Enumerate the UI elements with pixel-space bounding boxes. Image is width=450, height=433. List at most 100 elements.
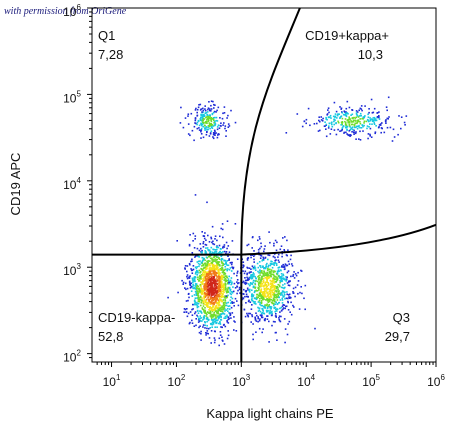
event-dot bbox=[197, 285, 200, 288]
event-dot bbox=[217, 246, 220, 249]
event-dot bbox=[285, 254, 288, 256]
event-dot bbox=[199, 119, 202, 122]
event-dot bbox=[242, 261, 245, 263]
event-dot bbox=[281, 299, 284, 301]
event-dot bbox=[264, 295, 266, 298]
event-dot bbox=[209, 296, 212, 299]
event-dot bbox=[266, 271, 269, 274]
event-dot bbox=[221, 264, 223, 267]
event-dot bbox=[205, 266, 208, 269]
event-dot bbox=[232, 266, 235, 269]
event-dot bbox=[259, 257, 262, 259]
event-dot bbox=[252, 279, 255, 282]
event-dot bbox=[209, 303, 212, 306]
event-dot bbox=[272, 299, 274, 302]
event-dot bbox=[221, 308, 223, 310]
event-dot bbox=[271, 287, 273, 289]
event-dot bbox=[271, 277, 274, 280]
event-dot bbox=[370, 136, 373, 138]
event-dot bbox=[267, 284, 270, 286]
event-dot bbox=[206, 265, 209, 268]
event-dot bbox=[247, 296, 249, 298]
event-dot bbox=[237, 304, 240, 307]
event-dot bbox=[370, 118, 373, 120]
event-dot bbox=[188, 281, 191, 284]
event-dot bbox=[221, 294, 223, 297]
event-dot bbox=[374, 132, 376, 135]
event-dot bbox=[244, 283, 247, 285]
event-dot bbox=[230, 109, 232, 112]
event-dot bbox=[242, 264, 245, 266]
event-dot bbox=[194, 109, 197, 111]
event-dot bbox=[350, 127, 352, 129]
event-dot bbox=[287, 260, 290, 263]
event-dot bbox=[203, 117, 205, 120]
event-dot bbox=[231, 282, 233, 285]
event-dot bbox=[190, 260, 192, 263]
event-dot bbox=[193, 279, 196, 282]
event-dot bbox=[363, 120, 366, 123]
event-dot bbox=[289, 280, 291, 282]
event-dot bbox=[252, 281, 254, 284]
event-dot bbox=[264, 256, 267, 259]
event-dot bbox=[196, 114, 199, 117]
event-dot bbox=[203, 279, 205, 281]
event-dot bbox=[228, 282, 230, 285]
event-dot bbox=[242, 293, 244, 295]
event-dot bbox=[275, 313, 277, 315]
event-dot bbox=[205, 280, 208, 282]
event-dot bbox=[218, 127, 221, 129]
event-dot bbox=[351, 120, 354, 123]
event-dot bbox=[200, 330, 202, 333]
event-dot bbox=[209, 133, 212, 135]
event-dot bbox=[360, 105, 363, 107]
event-dot bbox=[328, 116, 331, 118]
event-dot bbox=[213, 260, 216, 262]
event-dot bbox=[276, 310, 278, 312]
event-dot bbox=[195, 122, 197, 125]
event-dot bbox=[218, 273, 220, 276]
event-dot bbox=[262, 298, 264, 301]
event-dot bbox=[213, 341, 216, 344]
event-dot bbox=[199, 315, 202, 317]
event-dot bbox=[204, 300, 206, 303]
event-dot bbox=[250, 271, 252, 273]
event-dot bbox=[209, 252, 211, 254]
event-dot bbox=[314, 327, 316, 330]
event-dot bbox=[243, 282, 246, 284]
event-dot bbox=[257, 266, 260, 269]
x-tick-label: 105 bbox=[362, 373, 380, 389]
event-dot bbox=[268, 341, 270, 343]
event-dot bbox=[208, 269, 211, 271]
event-dot bbox=[225, 252, 227, 255]
event-dot bbox=[204, 105, 206, 107]
event-dot bbox=[270, 289, 272, 292]
event-dot bbox=[227, 288, 229, 290]
event-dot bbox=[359, 121, 361, 123]
event-dot bbox=[307, 107, 310, 110]
event-dot bbox=[212, 305, 214, 307]
event-dot bbox=[216, 283, 218, 285]
event-dot bbox=[208, 267, 211, 269]
event-dot bbox=[284, 283, 286, 285]
event-dot bbox=[369, 135, 371, 137]
y-tick-label: 103 bbox=[63, 262, 81, 278]
event-dot bbox=[358, 109, 360, 112]
event-dot bbox=[220, 285, 223, 288]
event-dot bbox=[262, 310, 264, 312]
event-dot bbox=[260, 245, 263, 248]
event-dot bbox=[268, 270, 271, 273]
event-dot bbox=[344, 118, 347, 120]
event-dot bbox=[290, 296, 292, 299]
event-dot bbox=[202, 280, 204, 283]
event-dot bbox=[221, 268, 223, 270]
event-dot bbox=[209, 124, 211, 127]
event-dot bbox=[371, 123, 373, 125]
event-dot bbox=[224, 288, 227, 291]
event-dot bbox=[248, 267, 251, 269]
event-dot bbox=[252, 286, 255, 289]
event-dot bbox=[267, 287, 269, 290]
event-dot bbox=[372, 120, 375, 122]
event-dot bbox=[264, 281, 267, 284]
event-dot bbox=[197, 321, 200, 323]
